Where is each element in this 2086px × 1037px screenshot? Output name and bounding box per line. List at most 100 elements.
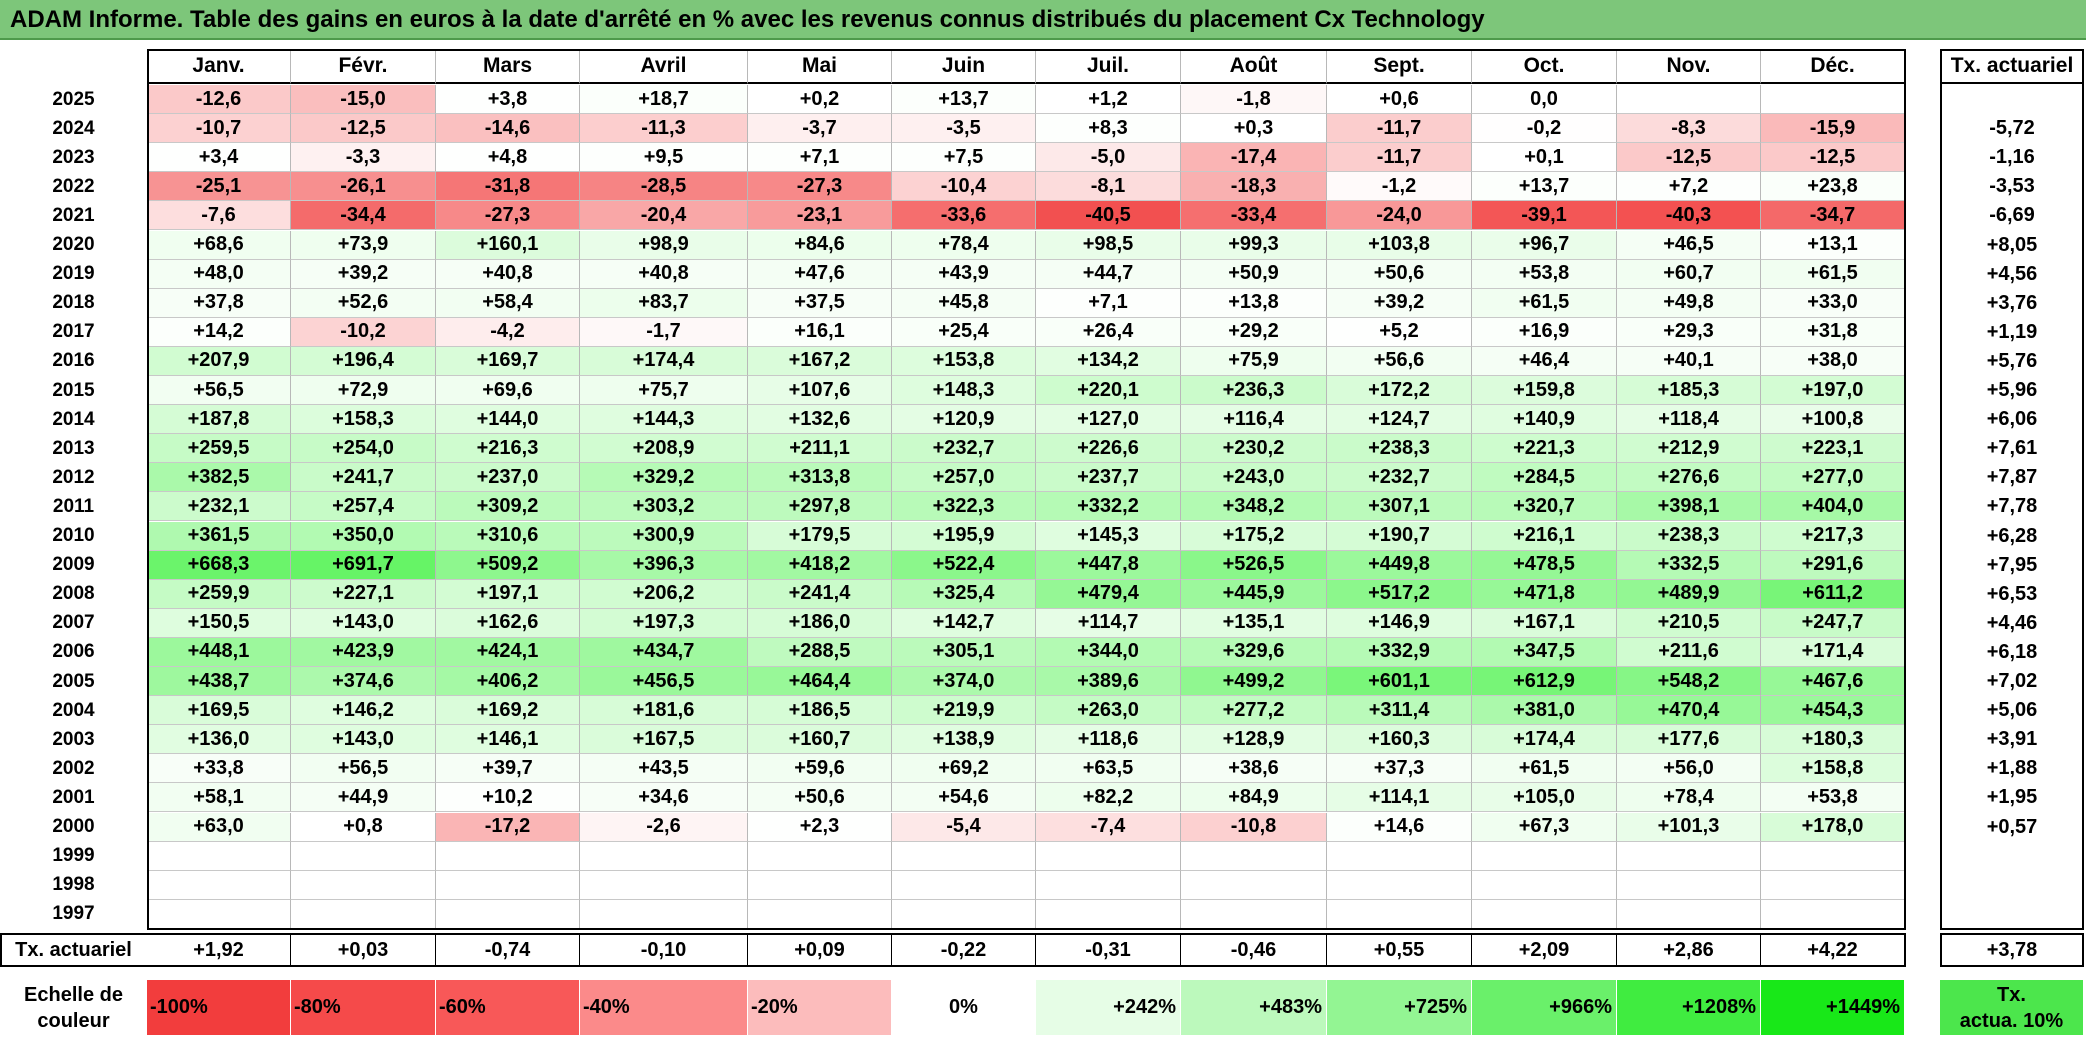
table-cell: +162,6 (436, 608, 580, 638)
table-cell: +187,8 (147, 405, 291, 435)
rate-cell: +1,19 (1986, 320, 2038, 343)
table-cell: +9,5 (580, 143, 748, 173)
table-cell: +103,8 (1327, 230, 1472, 260)
table-cell: +211,6 (1617, 637, 1761, 667)
table-cell: +78,4 (1617, 783, 1761, 813)
rate-cell: +6,18 (1986, 640, 2038, 663)
rate-cell: +3,91 (1986, 728, 2038, 751)
table-cell: +58,4 (436, 288, 580, 318)
rate-cell: -1,16 (1989, 146, 2035, 169)
table-cell: +127,0 (1036, 405, 1181, 435)
table-cell: +329,6 (1181, 637, 1327, 667)
table-cell: +232,1 (147, 492, 291, 522)
table-cell: +13,8 (1181, 288, 1327, 318)
year-label: 2023 (52, 146, 95, 168)
table-cell: +78,4 (892, 230, 1036, 260)
table-cell: +309,2 (436, 492, 580, 522)
rate-cell: +1,95 (1986, 786, 2038, 809)
table-cell: +185,3 (1617, 376, 1761, 406)
table-cell: +1,2 (1036, 85, 1181, 115)
table-cell: -3,5 (892, 114, 1036, 144)
table-cell: -3,3 (291, 143, 436, 173)
table-cell: +33,0 (1761, 288, 1905, 318)
scale-swatch: -60% (436, 980, 580, 1035)
table-cell: +99,3 (1181, 230, 1327, 260)
table-cell (1327, 870, 1472, 900)
table-cell: +140,9 (1472, 405, 1617, 435)
scale-swatch: -20% (748, 980, 892, 1035)
table-cell: +348,2 (1181, 492, 1327, 522)
table-cell: +43,5 (580, 754, 748, 784)
month-header: Janv. (147, 49, 291, 84)
table-cell: +206,2 (580, 579, 748, 609)
table-cell (1181, 841, 1327, 871)
scale-swatch: +1208% (1617, 980, 1761, 1035)
table-cell: +61,5 (1472, 754, 1617, 784)
table-cell: -25,1 (147, 172, 291, 202)
table-cell: +37,3 (1327, 754, 1472, 784)
footer-cell: +2,86 (1617, 934, 1761, 966)
table-cell: -33,4 (1181, 201, 1327, 231)
scale-swatch: -80% (291, 980, 436, 1035)
table-cell: +230,2 (1181, 434, 1327, 464)
table-cell: +167,1 (1472, 608, 1617, 638)
table-cell: +56,0 (1617, 754, 1761, 784)
year-label: 2013 (52, 437, 95, 459)
table-cell: +313,8 (748, 463, 892, 493)
table-cell (147, 841, 291, 871)
table-cell: +7,5 (892, 143, 1036, 173)
table-cell: +361,5 (147, 521, 291, 551)
table-cell (147, 870, 291, 900)
table-cell: +344,0 (1036, 637, 1181, 667)
table-cell: +350,0 (291, 521, 436, 551)
rate-cell (1940, 85, 2084, 114)
year-label: 2022 (52, 175, 95, 197)
table-cell: +13,7 (1472, 172, 1617, 202)
table-cell: +160,1 (436, 230, 580, 260)
table-cell: +63,0 (147, 812, 291, 842)
table-cell: +56,6 (1327, 346, 1472, 376)
year-label: 2020 (52, 234, 95, 256)
month-header: Févr. (291, 49, 436, 84)
table-cell: +143,0 (291, 725, 436, 755)
table-cell: +172,2 (1327, 376, 1472, 406)
footer-total-cell: +3,78 (1986, 938, 2038, 961)
table-cell: +196,4 (291, 346, 436, 376)
table-cell: +611,2 (1761, 579, 1905, 609)
table-cell: +40,8 (436, 259, 580, 289)
footer-cell: -0,22 (892, 934, 1036, 966)
table-cell: +311,4 (1327, 696, 1472, 726)
table-cell: +138,9 (892, 725, 1036, 755)
table-cell: -28,5 (580, 172, 748, 202)
table-cell: +59,6 (748, 754, 892, 784)
table-cell: +236,3 (1181, 376, 1327, 406)
table-cell: +83,7 (580, 288, 748, 318)
table-cell: -11,7 (1327, 114, 1472, 144)
scale-label-line2: couleur (37, 1009, 110, 1032)
table-cell: +37,5 (748, 288, 892, 318)
table-cell: +398,1 (1617, 492, 1761, 522)
table-cell: +612,9 (1472, 667, 1617, 697)
table-cell: -23,1 (748, 201, 892, 231)
table-cell: +221,3 (1472, 434, 1617, 464)
table-cell: +75,9 (1181, 346, 1327, 376)
table-cell: -20,4 (580, 201, 748, 231)
table-cell: +69,6 (436, 376, 580, 406)
table-cell: +332,9 (1327, 637, 1472, 667)
table-cell: +347,5 (1472, 637, 1617, 667)
table-cell: +169,2 (436, 696, 580, 726)
rate-cell: +7,78 (1986, 495, 2038, 518)
table-cell: +53,8 (1761, 783, 1905, 813)
table-cell: -8,1 (1036, 172, 1181, 202)
table-cell: +67,3 (1472, 812, 1617, 842)
scale-swatch: -100% (147, 980, 291, 1035)
month-header: Mars (436, 49, 580, 84)
table-cell: -12,6 (147, 85, 291, 115)
table-cell: +478,5 (1472, 550, 1617, 580)
table-cell (892, 899, 1036, 929)
table-cell: +186,0 (748, 608, 892, 638)
rate-cell (1940, 842, 2084, 871)
table-cell: -40,5 (1036, 201, 1181, 231)
table-cell: +34,6 (580, 783, 748, 813)
table-cell: +160,3 (1327, 725, 1472, 755)
